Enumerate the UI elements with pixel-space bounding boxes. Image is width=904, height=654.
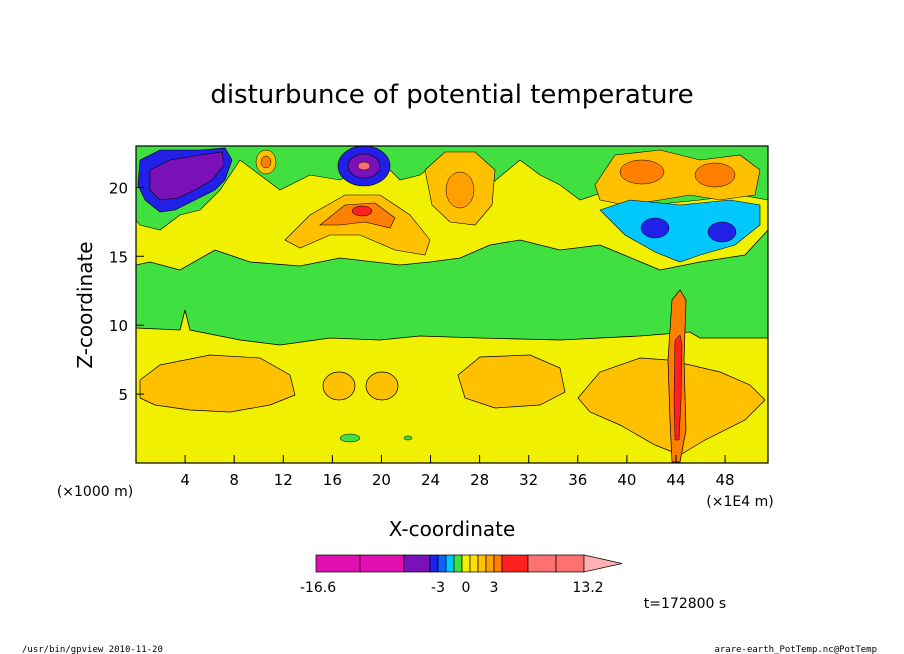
heatmap-plot	[136, 146, 768, 463]
x-tick-label: 20	[372, 471, 391, 489]
x-tick-label: 48	[716, 471, 735, 489]
colorbar	[315, 554, 623, 573]
colorbar-swatch	[315, 554, 361, 573]
colorbar-mid-label-pos: 3	[490, 580, 499, 596]
colorbar-swatch	[527, 554, 557, 573]
footer-right: arare-earth_PotTemp.nc@PotTemp	[714, 645, 877, 654]
colorbar-min-label: -16.6	[300, 580, 336, 596]
x-tick-label: 24	[421, 471, 440, 489]
field-region-cold-right-core-a	[640, 217, 670, 239]
y-axis: 5 10 15 20	[109, 179, 144, 404]
x-axis-title: X-coordinate	[389, 517, 516, 541]
field-region-warm-x10-core	[260, 155, 272, 169]
plot-frame	[135, 145, 769, 464]
field-region-core-top-center	[357, 161, 371, 171]
field-region-warm-x26-core	[445, 171, 475, 209]
x-tick-label: 8	[229, 471, 239, 489]
colorbar-max-label: 13.2	[572, 580, 603, 596]
field-region-warm-plume	[284, 194, 431, 256]
field-region-lower-warm-spot-b	[365, 371, 399, 401]
field-region-vertical-column-core	[673, 334, 683, 441]
y-tick-label: 10	[109, 317, 128, 335]
colorbar-swatch	[469, 554, 479, 573]
x-tick-label: 40	[617, 471, 636, 489]
x-axis-unit-left: (×1000 m)	[57, 484, 133, 500]
colorbar-mid-label-zero: 0	[462, 580, 471, 596]
x-tick-label: 36	[568, 471, 587, 489]
colorbar-swatch	[429, 554, 439, 573]
field-region-lower-warm-spot-a	[322, 371, 356, 401]
field-region-warm-plume-peak	[351, 205, 373, 217]
colorbar-swatch	[403, 554, 431, 573]
field-region-green-blip-b	[403, 435, 413, 441]
x-tick-label: 44	[666, 471, 685, 489]
field-region-green-blip-a	[339, 433, 361, 443]
colorbar-swatch	[437, 554, 447, 573]
colorbar-swatch	[477, 554, 487, 573]
x-axis: 4 8 12 16 20 24 28 32 36 40 44 48	[180, 455, 735, 489]
x-tick-label: 4	[180, 471, 190, 489]
field-region-warm-right-core-a	[619, 159, 665, 185]
y-tick-label: 15	[109, 248, 128, 266]
chart-title: disturbunce of potential temperature	[210, 80, 693, 110]
timestamp-label: t=172800 s	[644, 596, 726, 612]
colorbar-swatch	[501, 554, 529, 573]
field-region-lower-warm-left	[139, 354, 296, 413]
y-tick-label: 5	[118, 386, 128, 404]
field-region-warm-right	[594, 149, 761, 206]
y-axis-title: Z-coordinate	[73, 241, 97, 368]
colorbar-swatch	[555, 554, 585, 573]
field-region-lower-warm-center	[457, 354, 566, 409]
x-axis-unit-right: (×1E4 m)	[706, 494, 773, 510]
colorbar-swatch	[493, 554, 503, 573]
footer-left: /usr/bin/gpview 2010-11-20	[22, 645, 163, 654]
field-region-cold-right-core-b	[707, 221, 737, 243]
colorbar-swatch	[445, 554, 455, 573]
x-tick-label: 28	[470, 471, 489, 489]
colorbar-swatch	[485, 554, 495, 573]
x-tick-label: 12	[274, 471, 293, 489]
x-tick-label: 32	[519, 471, 538, 489]
colorbar-swatch	[453, 554, 463, 573]
colorbar-mid-label-neg: -3	[431, 580, 445, 596]
colorbar-extend-arrow	[583, 554, 623, 573]
y-tick-label: 20	[109, 179, 128, 197]
field-region-warm-right-core-b	[694, 162, 736, 188]
field-region-cold-right	[599, 199, 761, 263]
colorbar-swatch	[359, 554, 405, 573]
x-tick-label: 16	[323, 471, 342, 489]
field-region-purple-upper-left	[149, 151, 225, 201]
colorbar-swatch	[461, 554, 471, 573]
